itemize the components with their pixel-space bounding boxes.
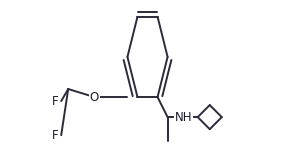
- Text: NH: NH: [175, 111, 192, 124]
- Text: O: O: [90, 90, 99, 104]
- Text: F: F: [52, 129, 58, 142]
- Text: F: F: [52, 95, 58, 108]
